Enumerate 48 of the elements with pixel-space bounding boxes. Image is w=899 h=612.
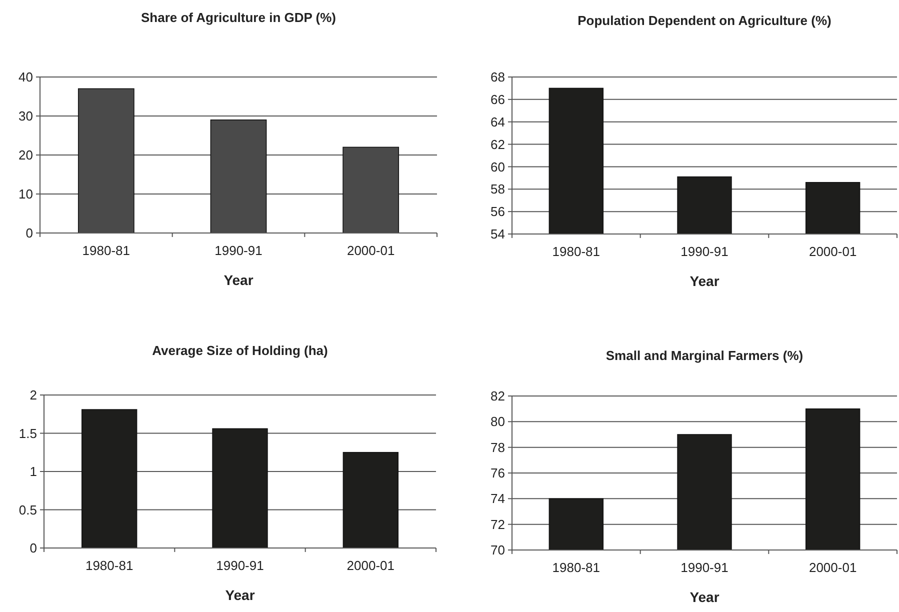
y-tick-label: 76	[490, 466, 505, 481]
x-tick-label: 1990-91	[680, 560, 728, 575]
y-tick-label: 82	[490, 388, 505, 404]
x-tick-label: 2000-01	[346, 243, 395, 258]
bar	[212, 428, 268, 548]
x-tick-label: 1990-91	[214, 243, 262, 258]
x-tick-label: 2000-01	[808, 244, 857, 259]
y-tick-label: 60	[490, 159, 505, 174]
x-axis-title: Year	[225, 587, 256, 603]
x-tick-label: 1980-81	[82, 243, 130, 258]
y-tick-label: 1	[30, 464, 37, 480]
y-tick-label: 0	[30, 540, 37, 556]
chart-title: Population Dependent on Agriculture (%)	[578, 13, 832, 28]
y-tick-label: 58	[490, 182, 505, 197]
y-tick-label: 68	[490, 70, 505, 85]
y-tick-label: 2	[30, 388, 37, 403]
y-tick-label: 1.5	[18, 426, 37, 441]
y-tick-label: 74	[490, 491, 505, 506]
x-tick-label: 1990-91	[680, 244, 728, 259]
y-tick-label: 40	[18, 70, 33, 85]
chart-title: Small and Marginal Farmers (%)	[606, 348, 804, 363]
y-tick-label: 78	[490, 440, 505, 455]
y-tick-label: 70	[490, 542, 505, 558]
x-tick-label: 1980-81	[552, 244, 600, 259]
y-tick-label: 72	[490, 516, 505, 532]
x-tick-label: 1980-81	[552, 560, 600, 575]
x-axis-title: Year	[224, 272, 254, 288]
chart-title: Share of Agriculture in GDP (%)	[140, 10, 336, 25]
bar	[342, 452, 399, 548]
y-tick-label: 54	[490, 226, 505, 242]
x-tick-label: 2000-01	[808, 560, 857, 575]
y-tick-label: 30	[18, 108, 33, 124]
y-tick-label: 20	[18, 148, 33, 163]
chart-title: Average Size of Holding (ha)	[152, 343, 328, 358]
y-tick-label: 64	[490, 114, 505, 130]
x-tick-label: 1980-81	[85, 558, 134, 573]
y-tick-label: 56	[490, 204, 505, 220]
y-tick-label: 0	[26, 226, 33, 241]
y-tick-label: 62	[490, 136, 505, 152]
x-tick-label: 1990-91	[216, 558, 264, 573]
y-tick-label: 80	[490, 414, 505, 430]
x-axis-title: Year	[690, 589, 720, 605]
y-tick-label: 66	[490, 92, 505, 107]
y-tick-label: 0.5	[18, 502, 37, 518]
x-axis-title: Year	[690, 273, 720, 289]
x-tick-label: 2000-01	[346, 558, 395, 573]
y-tick-label: 10	[18, 186, 33, 202]
bar	[81, 409, 138, 548]
